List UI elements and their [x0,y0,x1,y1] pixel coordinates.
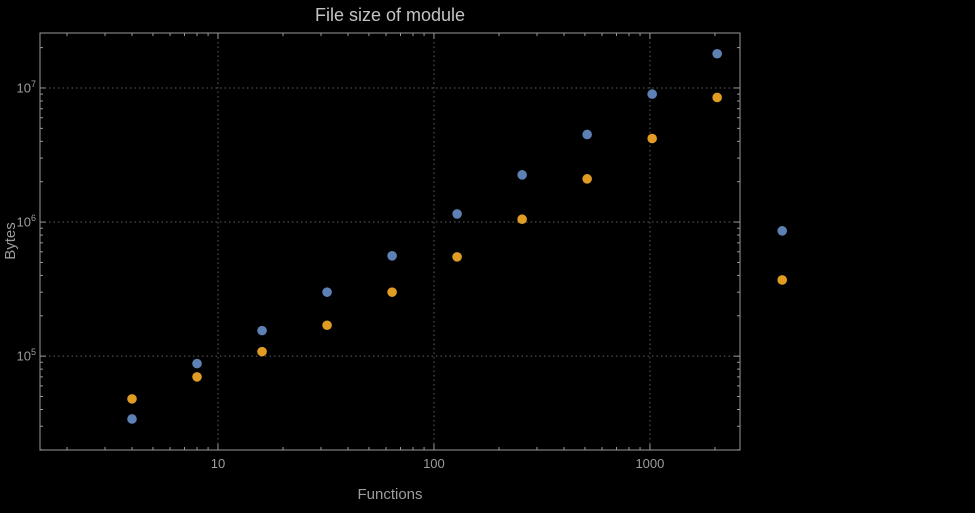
data-point-series-blue [777,226,787,236]
data-point-series-blue [257,325,267,336]
data-point-series-blue [322,287,332,297]
data-point-series-orange [517,214,527,225]
chart-title: File size of module [314,5,466,25]
x-axis-label: Functions [357,486,423,503]
data-point-series-orange [582,174,592,184]
data-point-series-orange [322,320,332,331]
data-point-series-blue [387,251,397,261]
data-point-series-orange [127,394,137,404]
data-point-series-orange [192,372,202,382]
data-point-series-blue [647,89,657,99]
y-tick-label: 106 [16,213,36,230]
data-point-series-orange [712,92,722,103]
data-point-series-orange [452,252,462,262]
data-point-series-blue [127,414,137,424]
x-tick-label: 1000 [635,456,665,471]
data-point-series-blue [192,358,202,369]
x-tick-label: 100 [423,456,445,471]
data-point-series-blue [452,209,462,219]
data-point-series-blue [712,48,722,59]
data-point-series-blue [582,129,592,140]
data-point-series-orange [777,275,787,285]
plot-frame [39,32,741,451]
data-point-series-orange [387,287,397,297]
data-point-series-orange [257,346,267,357]
data-point-series-blue [517,170,527,180]
data-point-series-orange [647,133,657,144]
y-tick-label: 105 [16,347,36,364]
y-tick-label: 107 [16,78,36,96]
x-tick-label: 10 [210,456,226,471]
